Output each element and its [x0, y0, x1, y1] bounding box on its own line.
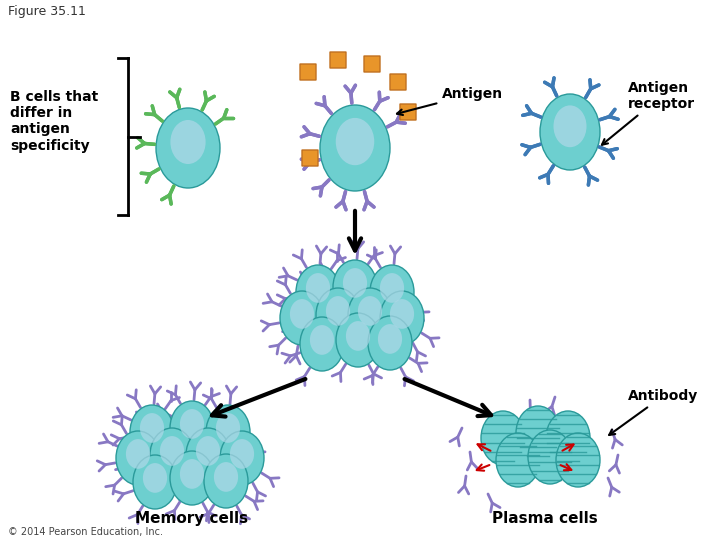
Ellipse shape [326, 296, 350, 326]
Ellipse shape [306, 273, 330, 303]
Ellipse shape [116, 431, 160, 485]
Text: Antibody: Antibody [609, 389, 698, 435]
FancyBboxPatch shape [390, 74, 406, 90]
Ellipse shape [296, 265, 340, 319]
Ellipse shape [348, 288, 392, 342]
Ellipse shape [133, 455, 177, 509]
Ellipse shape [554, 105, 587, 147]
Text: B cells that
differ in
antigen
specificity: B cells that differ in antigen specifici… [10, 90, 98, 153]
Ellipse shape [280, 291, 324, 345]
Ellipse shape [170, 401, 214, 455]
Ellipse shape [180, 409, 204, 439]
Ellipse shape [126, 439, 150, 469]
Ellipse shape [378, 324, 402, 354]
Ellipse shape [230, 439, 254, 469]
Ellipse shape [540, 94, 600, 170]
Ellipse shape [170, 451, 214, 505]
Ellipse shape [556, 433, 600, 487]
FancyBboxPatch shape [400, 104, 416, 120]
Ellipse shape [358, 296, 382, 326]
Ellipse shape [214, 462, 238, 492]
Ellipse shape [390, 299, 414, 329]
Ellipse shape [496, 433, 540, 487]
Ellipse shape [143, 463, 167, 493]
Ellipse shape [186, 428, 230, 482]
Ellipse shape [320, 105, 390, 191]
Ellipse shape [380, 273, 404, 303]
Ellipse shape [336, 118, 374, 165]
Ellipse shape [528, 430, 572, 484]
Ellipse shape [370, 265, 414, 319]
Ellipse shape [204, 454, 248, 508]
Ellipse shape [160, 436, 184, 466]
Ellipse shape [310, 325, 334, 355]
Text: Antigen
receptor: Antigen receptor [602, 81, 695, 145]
Ellipse shape [481, 411, 525, 465]
Ellipse shape [346, 321, 370, 351]
Ellipse shape [140, 413, 164, 443]
Ellipse shape [216, 413, 240, 443]
Ellipse shape [180, 459, 204, 489]
FancyBboxPatch shape [330, 52, 346, 68]
FancyBboxPatch shape [302, 150, 318, 166]
Text: Antigen: Antigen [397, 87, 503, 115]
Ellipse shape [333, 260, 377, 314]
Ellipse shape [368, 316, 412, 370]
Ellipse shape [290, 299, 314, 329]
Ellipse shape [156, 108, 220, 188]
Ellipse shape [300, 317, 344, 371]
FancyBboxPatch shape [300, 64, 316, 80]
Text: Figure 35.11: Figure 35.11 [8, 5, 86, 18]
Ellipse shape [316, 288, 360, 342]
Ellipse shape [130, 405, 174, 459]
Ellipse shape [196, 436, 220, 466]
Ellipse shape [206, 405, 250, 459]
Ellipse shape [220, 431, 264, 485]
Ellipse shape [336, 313, 380, 367]
Ellipse shape [380, 291, 424, 345]
FancyBboxPatch shape [364, 56, 380, 72]
Ellipse shape [150, 428, 194, 482]
Ellipse shape [546, 411, 590, 465]
Text: Plasma cells: Plasma cells [492, 511, 598, 526]
Text: © 2014 Pearson Education, Inc.: © 2014 Pearson Education, Inc. [8, 527, 163, 537]
Text: Memory cells: Memory cells [135, 511, 248, 526]
Ellipse shape [343, 268, 367, 298]
Ellipse shape [171, 120, 206, 164]
Ellipse shape [516, 406, 560, 460]
